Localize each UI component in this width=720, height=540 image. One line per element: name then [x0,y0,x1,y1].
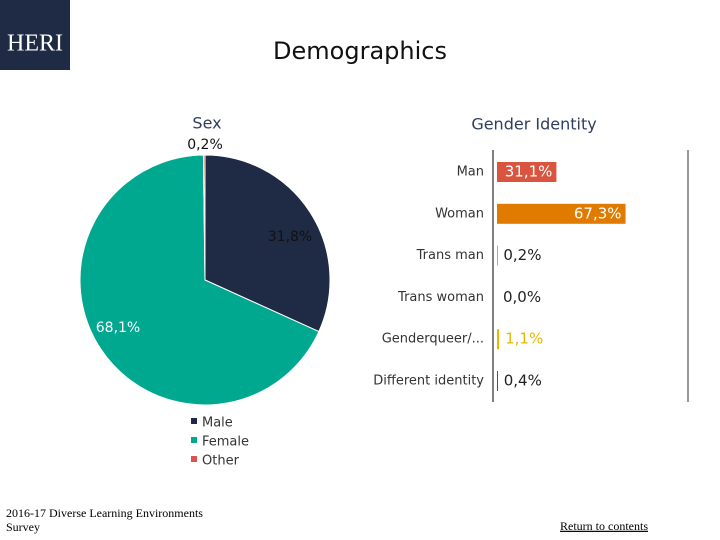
bar [497,329,500,350]
value-label: 1,1% [505,330,543,348]
value-label: 67,3% [574,204,622,222]
legend-swatch [191,437,197,443]
legend-label: Female [202,435,249,450]
legend-label: Other [202,454,240,469]
pie-slice [202,154,206,281]
return-link[interactable]: Return to contents [560,519,648,533]
pie-label: 0,2% [187,137,223,153]
slide-title: Demographics [273,37,447,65]
category-label: Man [457,165,484,180]
category-label: Genderqueer/... [382,332,484,347]
category-label: Different identity [373,374,484,389]
bar [497,162,557,182]
legend-label: Male [202,416,233,431]
value-label: 31,1% [505,163,553,181]
pie-label: 68,1% [96,320,140,336]
bar-title: Gender Identity [471,115,596,134]
category-label: Trans woman [397,290,484,305]
value-label: 0,4% [504,372,542,390]
bar [497,371,498,391]
value-label: 0,0% [503,288,541,306]
legend-swatch [191,456,197,462]
pie-slice [79,154,320,406]
category-label: Woman [435,206,484,221]
pie-slice [204,154,331,333]
legend-swatch [191,418,197,424]
logo-box [0,0,70,70]
logo: HERI [7,31,63,57]
pie-title: Sex [192,114,221,133]
value-label: 0,2% [503,246,541,264]
footer-box: 2016-17 Diverse Learning Environments Su… [6,506,203,534]
pie-label: 31,8% [268,229,312,245]
footer: 2016-17 Diverse Learning Environments Su… [6,506,203,534]
category-label: Trans man [416,248,484,263]
bar [497,203,626,224]
